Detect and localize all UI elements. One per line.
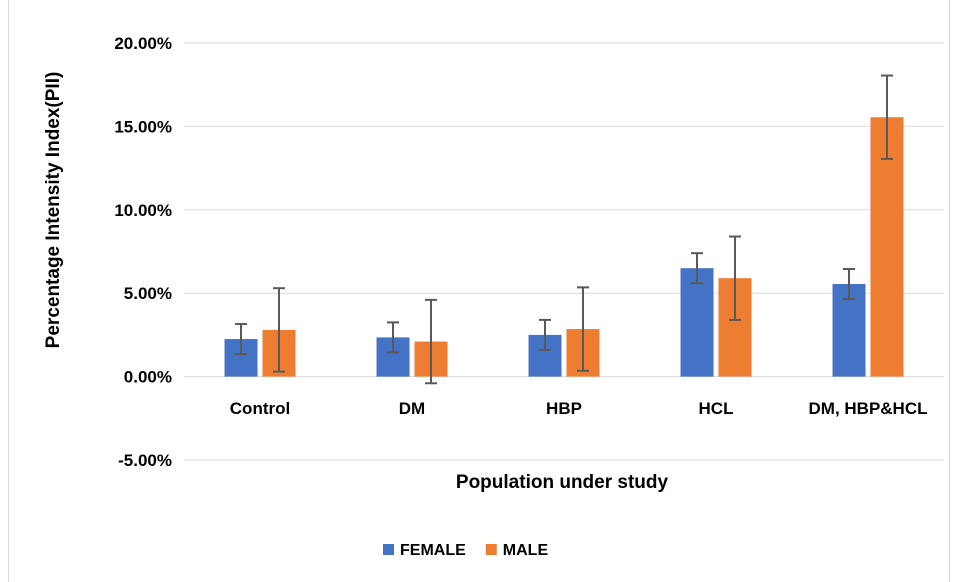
x-tick-label: DM <box>399 399 425 418</box>
y-tick-label: 0.00% <box>124 368 172 387</box>
bar-female <box>680 268 714 377</box>
y-tick-label: 10.00% <box>114 201 172 220</box>
gridlines <box>184 42 944 461</box>
x-tick-label: DM, HBP&HCL <box>809 399 928 418</box>
legend-label-female: FEMALE <box>400 542 466 559</box>
legend-swatch-female <box>383 544 394 555</box>
y-tick-label: 15.00% <box>114 117 172 136</box>
y-tick-label: 20.00% <box>114 34 172 53</box>
legend: FEMALE MALE <box>383 542 548 559</box>
y-tick-labels: 20.00% 15.00% 10.00% 5.00% 0.00% -5.00% <box>114 34 172 470</box>
x-tick-label: Control <box>230 399 290 418</box>
legend-swatch-male <box>485 544 497 555</box>
bars <box>224 117 904 377</box>
chart-frame: 20.00% 15.00% 10.00% 5.00% 0.00% -5.00% Contr… <box>8 0 950 582</box>
y-tick-label: 5.00% <box>124 284 172 303</box>
y-tick-label: -5.00% <box>118 451 172 470</box>
error-bars <box>235 74 893 385</box>
x-tick-label: HBP <box>546 399 582 418</box>
bar-male <box>870 117 904 377</box>
legend-label-male: MALE <box>503 542 549 559</box>
x-tick-labels: Control DM HBP HCL DM, HBP&HCL <box>230 399 928 418</box>
x-axis-title: Population under study <box>456 472 669 493</box>
x-tick-label: HCL <box>699 399 734 418</box>
bar-chart: 20.00% 15.00% 10.00% 5.00% 0.00% -5.00% Contr… <box>43 34 944 559</box>
y-axis-title: Percentage Intensity Index(PII) <box>43 72 64 349</box>
